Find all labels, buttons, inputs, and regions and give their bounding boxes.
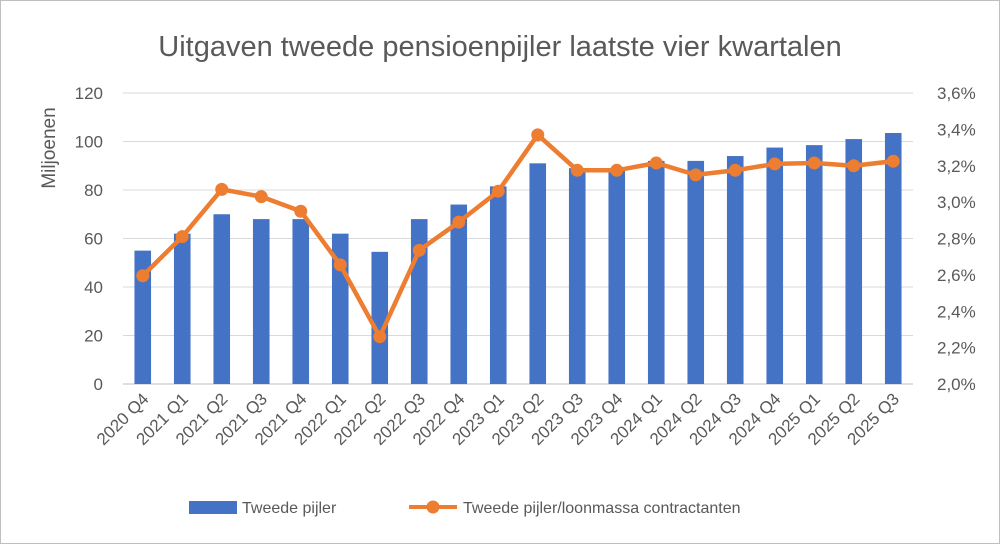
line-point	[452, 215, 466, 229]
left-tick-label: 80	[84, 181, 103, 200]
legend-marker-loonmassa	[426, 500, 440, 514]
bar	[805, 145, 823, 384]
line-point	[610, 163, 624, 177]
line-point	[847, 159, 861, 173]
left-tick-label: 0	[94, 375, 103, 394]
bar	[568, 168, 586, 384]
right-tick-label: 2,0%	[937, 375, 976, 394]
bar	[845, 139, 863, 384]
line-point	[333, 258, 347, 272]
bar-series-tweede-pijler	[134, 133, 902, 384]
bar	[766, 147, 784, 384]
bar	[529, 163, 547, 384]
line-point	[728, 163, 742, 177]
line-point	[807, 156, 821, 170]
left-tick-label: 120	[75, 84, 103, 103]
bar	[608, 168, 626, 384]
line-point	[215, 182, 229, 196]
line-path	[141, 132, 894, 339]
bar	[292, 219, 310, 384]
left-tick-label: 40	[84, 278, 103, 297]
line-point	[570, 163, 584, 177]
bar	[884, 133, 902, 384]
line-point	[491, 184, 505, 198]
bar	[726, 156, 744, 384]
bar	[134, 250, 152, 384]
line-point	[136, 269, 150, 283]
right-tick-label: 2,2%	[937, 339, 976, 358]
legend-swatch-tweede-pijler	[189, 501, 237, 514]
bar	[489, 186, 507, 384]
right-tick-label: 3,4%	[937, 120, 976, 139]
line-point	[886, 154, 900, 168]
left-tick-label: 20	[84, 327, 103, 346]
line-point	[294, 204, 308, 218]
left-tick-label: 60	[84, 230, 103, 249]
right-tick-label: 3,6%	[937, 84, 976, 103]
bar	[687, 160, 705, 384]
line-point	[689, 168, 703, 182]
gridlines	[123, 92, 913, 385]
line-point	[254, 190, 268, 204]
legend-label-tweede-pijler: Tweede pijler	[242, 500, 337, 517]
bar	[647, 160, 665, 384]
line-point	[175, 230, 189, 244]
left-tick-label: 100	[75, 133, 103, 152]
line-point	[373, 330, 387, 344]
left-axis-ticks: 0 20 40 60 80 100 120	[75, 84, 103, 394]
chart-title: Uitgaven tweede pensioenpijler laatste v…	[158, 31, 842, 63]
legend: Tweede pijler Tweede pijler/loonmassa co…	[189, 500, 741, 517]
right-tick-label: 2,8%	[937, 230, 976, 249]
line-point	[768, 157, 782, 171]
bar	[252, 219, 270, 384]
right-axis-ticks: 2,0% 2,2% 2,4% 2,6% 2,8% 3,0% 3,2% 3,4% 3,6%	[937, 84, 976, 394]
line-series-loonmassa	[136, 128, 900, 344]
bar	[450, 204, 468, 384]
bar	[173, 233, 191, 384]
bar	[213, 214, 231, 384]
legend-label-loonmassa: Tweede pijler/loonmassa contractanten	[463, 500, 741, 517]
line-point	[649, 156, 663, 170]
line-point	[531, 128, 545, 142]
line-point	[412, 243, 426, 257]
right-tick-label: 2,6%	[937, 266, 976, 285]
right-tick-label: 3,0%	[937, 193, 976, 212]
right-tick-label: 2,4%	[937, 302, 976, 321]
bar	[371, 251, 389, 384]
right-tick-label: 3,2%	[937, 157, 976, 176]
y-axis-title: Miljoenen	[39, 107, 60, 188]
